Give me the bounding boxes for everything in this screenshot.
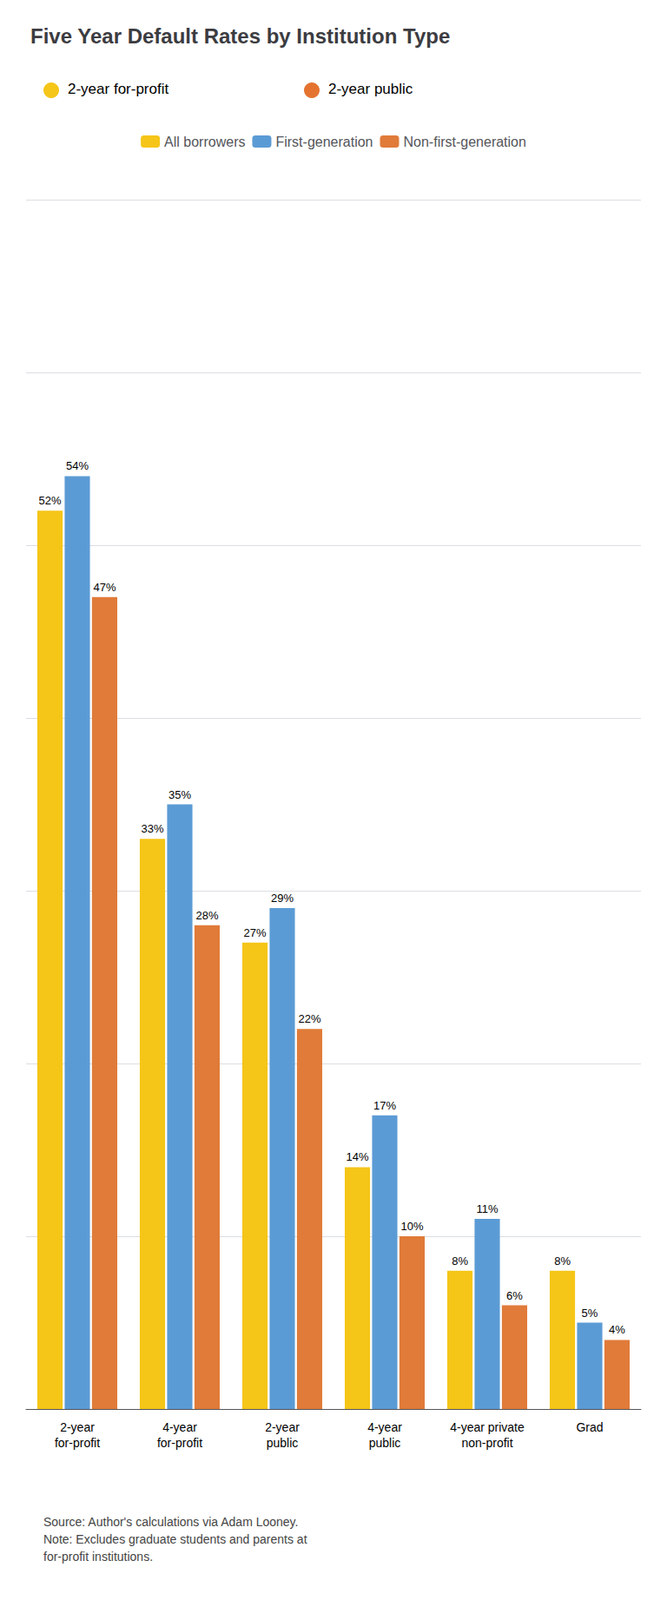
svg-text:for-profit institutions.: for-profit institutions. <box>43 1550 153 1565</box>
svg-text:2-year: 2-year <box>59 1420 95 1435</box>
svg-text:27%: 27% <box>244 926 267 940</box>
svg-text:Non-first-generation: Non-first-generation <box>403 134 527 150</box>
svg-text:4%: 4% <box>608 1323 626 1337</box>
svg-text:22%: 22% <box>297 1012 321 1026</box>
svg-text:non-profit: non-profit <box>461 1436 513 1451</box>
svg-text:First-generation: First-generation <box>275 134 373 150</box>
svg-text:Note: Excludes graduate studen: Note: Excludes graduate students and par… <box>43 1532 308 1547</box>
svg-text:for-profit: for-profit <box>157 1436 203 1451</box>
svg-text:2-year public: 2-year public <box>328 80 414 98</box>
svg-text:17%: 17% <box>373 1099 397 1113</box>
svg-text:for-profit: for-profit <box>54 1436 100 1451</box>
svg-text:10%: 10% <box>400 1220 423 1234</box>
svg-text:2-year for-profit: 2-year for-profit <box>67 80 169 98</box>
svg-text:All borrowers: All borrowers <box>164 134 245 150</box>
svg-text:4-year: 4-year <box>367 1420 403 1435</box>
svg-text:Source: Author's calculations: Source: Author's calculations via Adam L… <box>43 1515 298 1530</box>
svg-text:47%: 47% <box>92 581 116 595</box>
svg-text:public: public <box>266 1436 299 1451</box>
svg-text:29%: 29% <box>270 891 294 905</box>
svg-text:Grad: Grad <box>575 1420 603 1435</box>
svg-text:6%: 6% <box>506 1289 523 1303</box>
svg-text:28%: 28% <box>195 909 218 923</box>
svg-text:33%: 33% <box>141 822 165 836</box>
svg-text:11%: 11% <box>475 1202 498 1216</box>
svg-text:5%: 5% <box>581 1307 599 1321</box>
svg-text:2-year: 2-year <box>264 1420 300 1435</box>
svg-text:4-year private: 4-year private <box>449 1420 525 1435</box>
svg-text:8%: 8% <box>554 1254 571 1268</box>
svg-text:4-year: 4-year <box>162 1420 198 1435</box>
svg-text:52%: 52% <box>39 494 62 508</box>
svg-text:public: public <box>369 1436 402 1451</box>
svg-text:14%: 14% <box>346 1150 370 1164</box>
svg-text:Five Year Default Rates by Ins: Five Year Default Rates by Institution T… <box>30 24 450 48</box>
svg-text:35%: 35% <box>168 788 192 802</box>
svg-text:54%: 54% <box>66 459 89 473</box>
svg-text:8%: 8% <box>451 1254 469 1268</box>
